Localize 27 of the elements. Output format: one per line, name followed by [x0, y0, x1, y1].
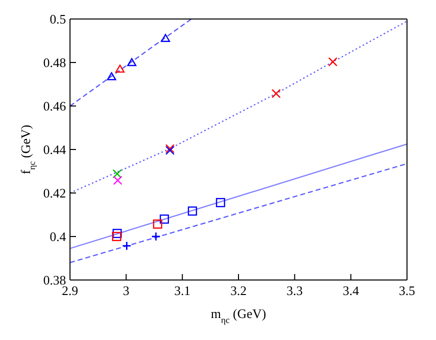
- point: [160, 34, 170, 42]
- x-tick-label: 3.4: [342, 283, 360, 298]
- point: [115, 64, 125, 73]
- x-tick-label: 3: [122, 283, 130, 298]
- point: [153, 220, 162, 229]
- point: [272, 89, 281, 98]
- point: [113, 176, 122, 185]
- point: [188, 206, 198, 216]
- point: [112, 228, 122, 238]
- point: [112, 232, 122, 242]
- y-tick-label: 0.5: [50, 12, 66, 27]
- x-tick-label: 3.1: [174, 283, 190, 298]
- point: [112, 169, 122, 178]
- point: [160, 214, 169, 224]
- point: [127, 58, 136, 66]
- y-tick-label: 0.42: [43, 186, 66, 201]
- x-axis-title: m$_{ηc}$ (GeV): [210, 306, 266, 325]
- x-tick-label: 3.2: [230, 283, 247, 298]
- y-tick-label: 0.4: [50, 229, 66, 244]
- x-tick-label: 3.5: [398, 283, 416, 298]
- y-tick-label: 0.44: [43, 142, 66, 158]
- point: [106, 72, 116, 80]
- y-tick-label: 0.46: [43, 98, 66, 114]
- point: [328, 57, 338, 66]
- x-tick-label: 3.3: [286, 283, 303, 298]
- point: [216, 198, 226, 208]
- y-tick-label: 0.48: [43, 55, 66, 70]
